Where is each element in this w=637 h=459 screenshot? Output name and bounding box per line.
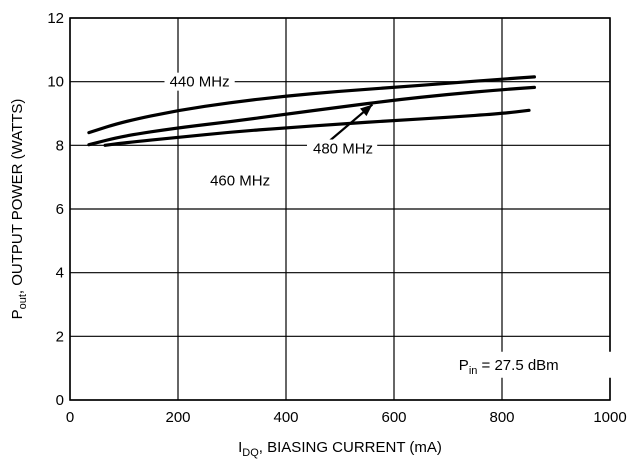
x-axis-title: IDQ, BIASING CURRENT (mA) bbox=[238, 439, 442, 459]
series-label-460-mhz: 460 MHz bbox=[210, 172, 270, 189]
tick-labels: 0 200 400 600 800 1000 0 2 4 6 8 10 12 bbox=[47, 10, 626, 426]
pin-annotation: Pin = 27.5 dBm bbox=[452, 351, 623, 378]
series-line-480-mhz bbox=[103, 108, 531, 147]
series-label-440-mhz: 440 MHz bbox=[170, 74, 230, 91]
y-tick-label: 10 bbox=[47, 74, 64, 91]
pin-annotation-text: Pin = 27.5 dBm bbox=[459, 357, 559, 377]
y-tick-label: 12 bbox=[47, 10, 64, 27]
x-tick-label: 800 bbox=[489, 409, 514, 426]
x-tick-label: 400 bbox=[273, 409, 298, 426]
y-tick-label: 2 bbox=[56, 328, 64, 345]
y-tick-label: 0 bbox=[56, 392, 64, 409]
y-tick-label: 4 bbox=[56, 265, 64, 282]
y-axis-title: Pout, OUTPUT POWER (WATTS) bbox=[9, 99, 29, 320]
x-tick-label: 0 bbox=[66, 409, 74, 426]
series-line-440-mhz bbox=[87, 75, 536, 135]
x-tick-label: 600 bbox=[381, 409, 406, 426]
series-label-arrowhead bbox=[360, 104, 373, 117]
series-label-bg bbox=[164, 72, 235, 91]
x-tick-label: 200 bbox=[165, 409, 190, 426]
curves bbox=[87, 75, 536, 147]
y-tick-label: 8 bbox=[56, 137, 64, 154]
series-label-480-mhz: 480 MHz bbox=[313, 141, 373, 158]
series-labels: 440 MHz 460 MHz 480 MHz bbox=[164, 72, 378, 189]
x-tick-label: 1000 bbox=[593, 409, 626, 426]
grid bbox=[69, 17, 611, 401]
plot-frame bbox=[69, 17, 611, 401]
series-label-bg bbox=[307, 139, 378, 158]
y-tick-label: 6 bbox=[56, 201, 64, 218]
series-line-460-mhz bbox=[87, 85, 536, 147]
